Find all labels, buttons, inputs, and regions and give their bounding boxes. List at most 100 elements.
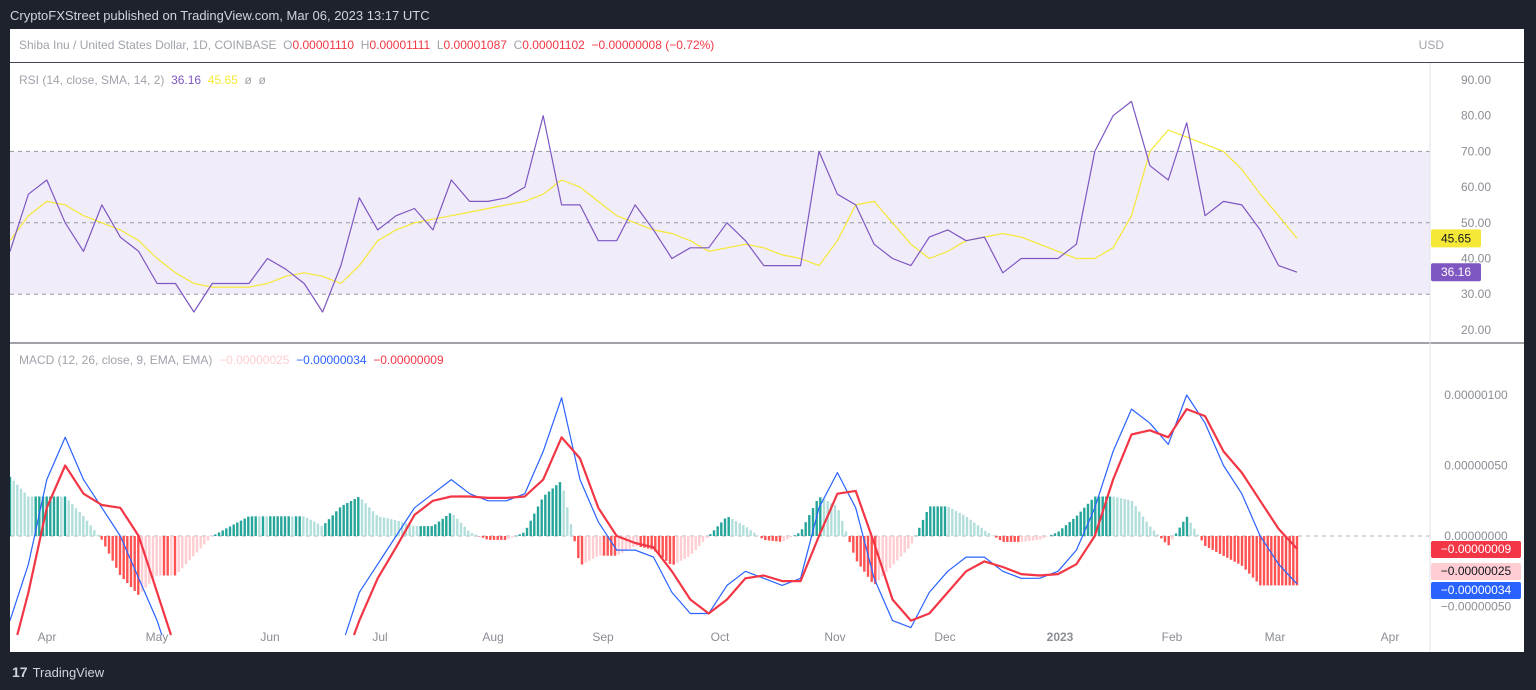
macd-histogram-bar (888, 536, 892, 569)
macd-legend[interactable]: MACD (12, 26, close, 9, EMA, EMA) −0.000… (19, 353, 444, 367)
macd-histogram-bar (27, 496, 30, 536)
macd-histogram-bar (1064, 525, 1068, 536)
macd-histogram-bar (734, 521, 738, 536)
macd-histogram-bar (808, 515, 811, 536)
macd-histogram-bar (852, 536, 855, 553)
macd-histogram-bar (364, 503, 367, 536)
macd-histogram-bar (793, 535, 796, 536)
macd-histogram-bar (841, 520, 844, 536)
macd-legend-signal: −0.00000009 (373, 353, 444, 367)
rsi-axis-tick: 70.00 (1461, 144, 1491, 158)
macd-histogram-bar (646, 536, 650, 549)
macd-histogram-bar (19, 488, 23, 536)
macd-histogram-bar (602, 536, 606, 556)
open-label: O (283, 38, 293, 52)
macd-histogram-bar (1222, 536, 1225, 556)
macd-histogram-bar (896, 536, 899, 561)
tradingview-logo[interactable]: 17 TradingView (12, 664, 104, 680)
macd-histogram-bar (1288, 536, 1291, 586)
macd-histogram-bar (1028, 536, 1031, 542)
macd-histogram-bar (258, 516, 261, 536)
macd-histogram-bar (349, 501, 353, 536)
macd-histogram-bar (1211, 536, 1214, 550)
macd-axis-tick: 0.00000000 (1444, 529, 1508, 543)
macd-histogram-bar (947, 506, 950, 536)
macd-histogram-bar (199, 536, 202, 549)
macd-histogram-bar (885, 536, 888, 573)
macd-histogram-bar (716, 526, 719, 536)
macd-histogram-bar (1200, 536, 1203, 541)
macd-histogram-bar (980, 528, 983, 536)
macd-histogram-bar (144, 536, 147, 588)
macd-histogram-bar (507, 536, 510, 539)
rsi-legend-sma: 45.65 (207, 73, 238, 87)
macd-histogram-bar (1171, 536, 1174, 540)
macd-histogram-bar (489, 536, 492, 540)
macd-histogram-bar (929, 506, 932, 536)
macd-histogram-bar (756, 535, 760, 537)
macd-plot (10, 394, 1299, 636)
chart-panel[interactable]: Shiba Inu / United States Dollar, 1D, CO… (10, 29, 1524, 652)
macd-histogram-bar (698, 536, 701, 546)
macd-legend-hist: −0.00000025 (219, 353, 290, 367)
macd-histogram-bar (991, 535, 994, 536)
rsi-legend[interactable]: RSI (14, close, SMA, 14, 2) 36.16 45.65 … (19, 73, 266, 87)
macd-histogram-bar (932, 506, 936, 536)
macd-histogram-bar (1057, 531, 1060, 536)
macd-histogram-bar (965, 517, 969, 536)
macd-histogram-bar (1042, 536, 1046, 539)
macd-histogram-bar (1072, 518, 1075, 536)
macd-histogram-bar (687, 536, 690, 557)
macd-histogram-bar (60, 496, 63, 536)
change-value: −0.00000008 (−0.72%) (591, 38, 715, 52)
macd-histogram-bar (591, 536, 595, 559)
macd-histogram-bar (236, 522, 239, 536)
macd-histogram-bar (1167, 536, 1170, 546)
macd-histogram-bar (1138, 511, 1141, 536)
macd-histogram-bar (830, 503, 833, 536)
macd-histogram-bar (1039, 536, 1042, 540)
macd-histogram-bar (709, 534, 712, 536)
time-axis-label: Jul (372, 630, 387, 644)
macd-histogram-bar (1035, 536, 1038, 541)
chart-canvas[interactable]: 90.00 80.00 70.00 60.00 50.00 40.00 30.00 20.00… (10, 29, 1524, 652)
time-axis-label: Feb (1162, 630, 1183, 644)
macd-histogram-bar (789, 536, 793, 538)
time-axis-label: Aug (482, 630, 503, 644)
macd-histogram-bar (804, 522, 807, 536)
macd-histogram-bar (100, 536, 103, 540)
macd-histogram-bar (1090, 499, 1093, 536)
macd-histogram-bar (324, 523, 327, 536)
macd-histogram-bar (126, 536, 129, 583)
macd-histogram-bar (562, 490, 565, 536)
macd-histogram-bar (918, 527, 921, 536)
macd-histogram-bar (173, 536, 177, 576)
macd-histogram-bar (782, 536, 785, 542)
macd-histogram-bar (393, 520, 397, 536)
macd-signal-tag-bg (1431, 541, 1521, 558)
macd-histogram-bar (419, 526, 422, 536)
macd-line (10, 436, 163, 636)
rsi-axis-tick: 60.00 (1461, 180, 1491, 194)
macd-histogram-bar (1273, 536, 1277, 586)
macd-histogram-bar (558, 482, 562, 536)
macd-histogram-bar (217, 532, 221, 536)
macd-histogram-bar (408, 524, 411, 536)
rsi-value-tag-bg (1431, 263, 1481, 282)
macd-histogram-bar (74, 508, 78, 536)
time-axis-label: Nov (824, 630, 845, 644)
macd-histogram-bar (503, 536, 507, 540)
macd-histogram-bar (140, 536, 144, 592)
time-axis-label: Apr (1381, 630, 1400, 644)
macd-histogram-bar (232, 524, 235, 536)
macd-histogram-bar (357, 497, 360, 536)
macd-histogram-bar (239, 520, 243, 536)
macd-histogram-bar (302, 516, 305, 536)
macd-histogram-bar (892, 536, 895, 565)
time-axis-label: Jun (260, 630, 279, 644)
macd-axis-tick: −0.00000050 (1441, 600, 1512, 614)
macd-histogram-bar (1182, 521, 1185, 536)
macd-histogram-bar (1130, 501, 1134, 536)
macd-histogram-bar (1229, 536, 1233, 560)
macd-histogram-bar (335, 511, 338, 536)
